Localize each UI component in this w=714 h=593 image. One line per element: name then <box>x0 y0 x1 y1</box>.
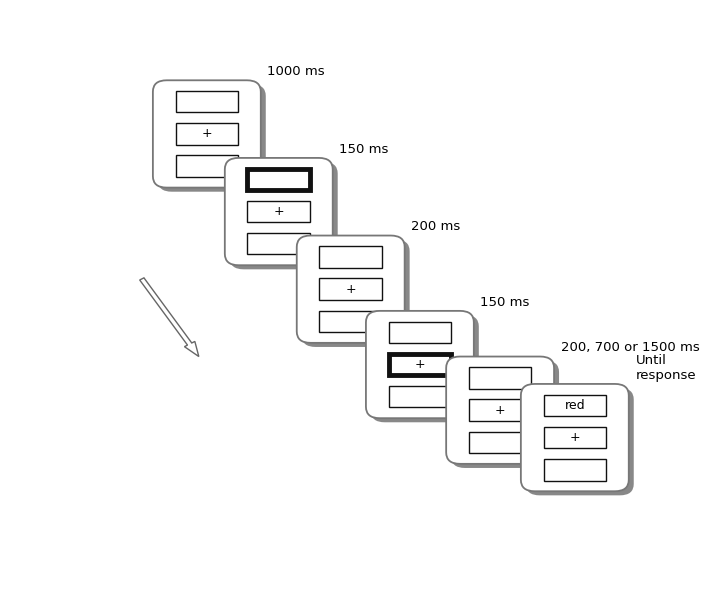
Text: 150 ms: 150 ms <box>339 143 388 155</box>
Text: 150 ms: 150 ms <box>481 295 530 308</box>
FancyBboxPatch shape <box>230 162 338 269</box>
Text: +: + <box>570 431 580 444</box>
Bar <box>176 91 238 113</box>
FancyBboxPatch shape <box>153 80 261 187</box>
FancyBboxPatch shape <box>521 384 629 491</box>
FancyBboxPatch shape <box>302 240 410 347</box>
Text: +: + <box>273 205 284 218</box>
Text: +: + <box>346 283 356 296</box>
Text: 200 ms: 200 ms <box>411 220 461 233</box>
Polygon shape <box>140 278 198 356</box>
Bar <box>469 367 531 389</box>
FancyBboxPatch shape <box>446 356 554 464</box>
Text: +: + <box>201 127 212 141</box>
Bar <box>469 432 531 453</box>
Bar <box>248 168 310 190</box>
FancyBboxPatch shape <box>366 311 474 418</box>
FancyBboxPatch shape <box>451 361 559 468</box>
FancyBboxPatch shape <box>297 235 405 343</box>
Bar <box>543 427 606 448</box>
Bar <box>543 459 606 480</box>
Bar <box>176 155 238 177</box>
Bar <box>176 123 238 145</box>
Bar <box>543 395 606 416</box>
Text: 200, 700 or 1500 ms: 200, 700 or 1500 ms <box>560 341 700 354</box>
Bar <box>319 279 382 300</box>
Text: 1000 ms: 1000 ms <box>268 65 325 78</box>
Bar <box>388 321 451 343</box>
Bar <box>388 386 451 407</box>
Bar <box>469 400 531 421</box>
Bar <box>248 201 310 222</box>
Text: Until
response: Until response <box>635 353 696 382</box>
Bar <box>319 246 382 267</box>
Text: red: red <box>565 399 585 412</box>
Bar <box>388 354 451 375</box>
Text: +: + <box>415 358 426 371</box>
Bar <box>319 311 382 332</box>
Bar <box>248 233 310 254</box>
FancyBboxPatch shape <box>526 388 634 495</box>
FancyBboxPatch shape <box>225 158 333 265</box>
Text: +: + <box>495 404 506 417</box>
FancyBboxPatch shape <box>158 84 266 192</box>
FancyBboxPatch shape <box>371 315 479 422</box>
